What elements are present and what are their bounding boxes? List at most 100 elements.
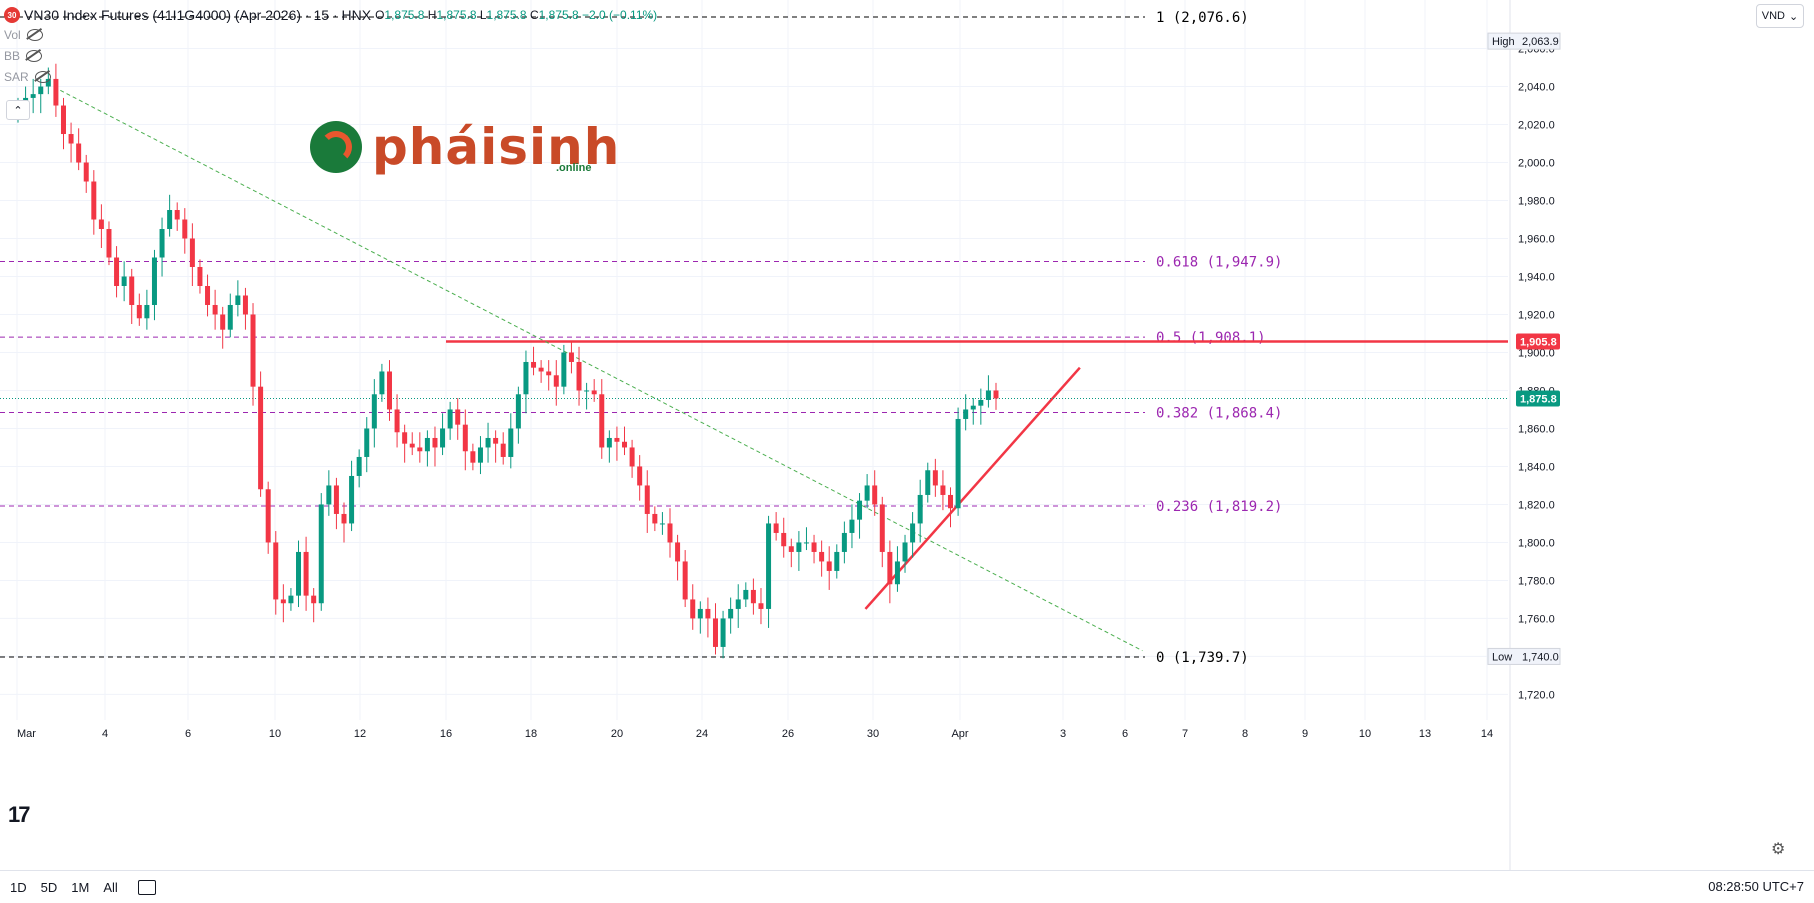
candle <box>60 97 66 150</box>
extreme-tag-value: 1,740.0 <box>1522 651 1559 663</box>
candle-body <box>508 428 514 457</box>
hidden-eye-icon[interactable] <box>34 71 51 83</box>
candle <box>151 249 157 321</box>
trend-lines[interactable] <box>0 89 1508 652</box>
candle-body <box>144 304 150 319</box>
downtrend-line <box>60 89 1143 652</box>
candle-body <box>220 314 226 330</box>
candle <box>250 303 256 406</box>
indicator-vol[interactable]: Vol <box>4 28 43 42</box>
candle-body <box>250 314 256 387</box>
price-tag-value: 1,875.8 <box>1520 393 1557 405</box>
candle <box>409 432 415 456</box>
candle <box>68 122 74 163</box>
clock[interactable]: 08:28:50 UTC+7 <box>1708 879 1804 894</box>
candle-body <box>424 437 430 452</box>
candle <box>424 430 430 467</box>
candle <box>30 78 36 114</box>
candle <box>98 204 104 249</box>
range-all[interactable]: All <box>103 879 118 895</box>
extreme-tag-box <box>1487 32 1561 50</box>
candlestick-series <box>15 63 999 659</box>
candle <box>735 584 741 628</box>
candle-body <box>606 437 612 448</box>
hidden-eye-icon[interactable] <box>26 29 43 41</box>
range-5d[interactable]: 5D <box>40 879 58 895</box>
candle-body <box>887 551 893 585</box>
collapse-legend-button[interactable]: ⌃ <box>6 100 30 120</box>
tradingview-logo[interactable]: 17 <box>8 802 31 827</box>
candle-body <box>826 561 832 571</box>
candle-body <box>766 523 772 609</box>
range-1d[interactable]: 1D <box>10 879 27 895</box>
candle <box>417 432 423 463</box>
candle-body <box>493 437 499 444</box>
candle-body <box>341 513 347 524</box>
fib-level-label: 0.5 (1,908.1) <box>1156 330 1266 346</box>
candle <box>242 287 248 330</box>
indicator-sar[interactable]: SAR <box>4 70 51 84</box>
candle <box>849 504 855 549</box>
candle-body <box>993 390 999 399</box>
candle-body <box>667 523 673 543</box>
fibonacci-retracement[interactable]: 1 (2,076.6) 0.618 (1,947.9) 0.5 (1,908.1) 0… <box>0 10 1282 666</box>
candle <box>902 534 908 573</box>
candle <box>38 78 44 114</box>
candle <box>205 274 211 317</box>
candle <box>546 360 552 391</box>
candle-body <box>197 266 203 286</box>
hidden-eye-icon[interactable] <box>26 50 43 62</box>
x-tick-label: 18 <box>525 728 537 740</box>
candle-body <box>697 608 703 619</box>
candle <box>333 477 339 530</box>
x-tick-label: 12 <box>354 728 366 740</box>
price-axis[interactable]: 1,720.01,740.01,760.01,780.01,800.01,820… <box>1518 44 1555 702</box>
candle <box>508 413 514 469</box>
candle-body <box>705 608 711 619</box>
y-tick-label: 1,820.0 <box>1518 499 1555 511</box>
candle <box>288 588 294 611</box>
calendar-icon[interactable] <box>137 879 156 895</box>
candle <box>841 521 847 564</box>
candle-body <box>743 589 749 600</box>
candle-body <box>45 78 51 87</box>
candle <box>697 601 703 634</box>
candle <box>576 346 582 406</box>
candle-body <box>76 143 82 163</box>
ohlc-values: O1,875.8 H1,875.8 L1,875.8 C1,875.8 −2.0… <box>375 8 658 22</box>
range-1m[interactable]: 1M <box>71 879 90 895</box>
x-tick-label: 8 <box>1242 728 1248 740</box>
candle-body <box>311 595 317 604</box>
candle-body <box>894 561 900 585</box>
indicator-bb[interactable]: BB <box>4 49 43 63</box>
candle-body <box>30 94 36 98</box>
candle-body <box>379 371 385 395</box>
candle-body <box>470 451 476 463</box>
price-tag-value: 1,905.8 <box>1520 336 1557 348</box>
candle-body <box>402 432 408 444</box>
candle-body <box>910 523 916 543</box>
candle-body <box>136 304 142 319</box>
candle-body <box>303 551 309 596</box>
candle-body <box>637 466 643 486</box>
candle <box>568 341 574 374</box>
currency-select[interactable]: VND ⌄ <box>1756 4 1804 28</box>
y-tick-label: 2,040.0 <box>1518 82 1555 94</box>
symbol-badge: 30 <box>4 7 20 23</box>
candle-body <box>584 390 590 392</box>
candle <box>447 401 453 440</box>
bottom-toolbar: 1D 5D 1M All 08:28:50 UTC+7 <box>0 870 1814 903</box>
candle <box>197 259 203 294</box>
candle <box>637 455 643 501</box>
candle <box>894 546 900 592</box>
symbol-title[interactable]: VN30 Index Futures (41I1G4000) (Apr 2026… <box>24 7 372 23</box>
candle-body <box>758 603 764 609</box>
candle-body <box>98 219 104 230</box>
chart-header: 30 VN30 Index Futures (41I1G4000) (Apr 2… <box>4 6 657 24</box>
fib-level-label: 0.236 (1,819.2) <box>1156 499 1282 515</box>
gear-icon[interactable]: ⚙ <box>1771 841 1786 858</box>
candle <box>144 289 150 330</box>
time-axis[interactable]: Mar 4 6 10 12 16 18 20 24 26 30 Apr 3 6 7 8 9 10 13 14 <box>17 728 1493 740</box>
fib-level-label: 1 (2,076.6) <box>1156 10 1249 26</box>
